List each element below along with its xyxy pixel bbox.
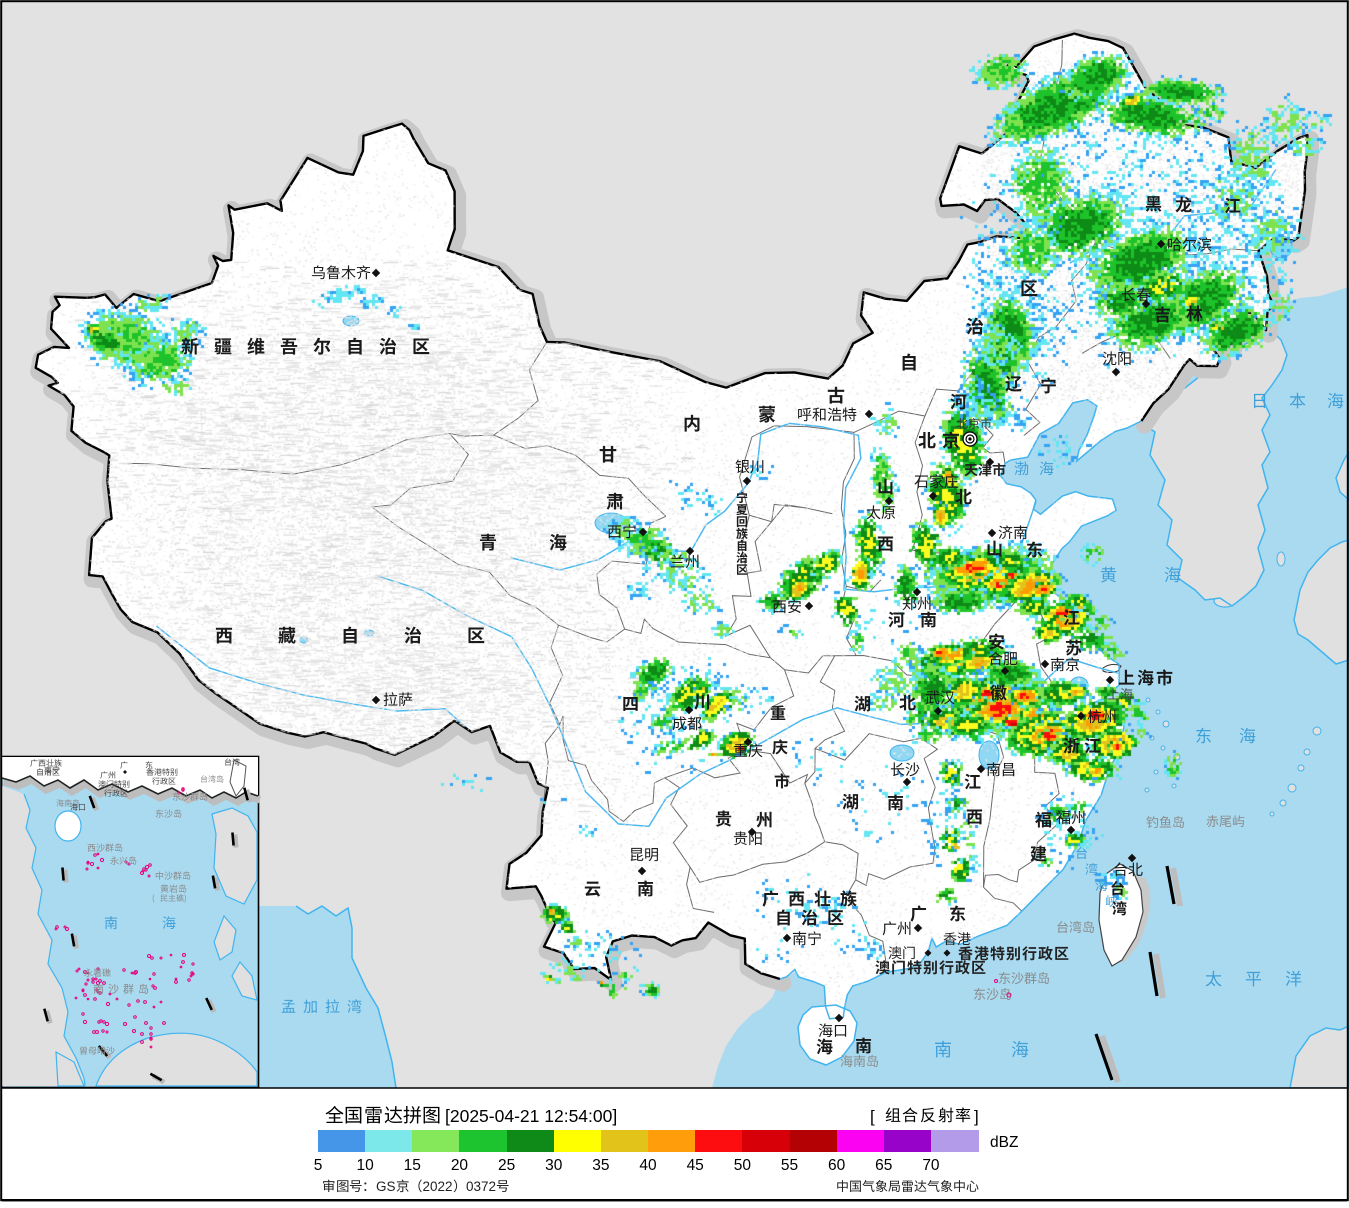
svg-text:45: 45 [687, 1157, 704, 1174]
svg-text:35: 35 [592, 1157, 609, 1174]
svg-text:5: 5 [314, 1157, 323, 1174]
svg-text:30: 30 [545, 1157, 563, 1174]
svg-text:60: 60 [828, 1157, 846, 1174]
svg-text:[: [ [870, 1107, 875, 1126]
svg-text:55: 55 [781, 1157, 798, 1174]
svg-text:10: 10 [357, 1157, 375, 1174]
svg-text:0372: 0372 [466, 1179, 496, 1194]
svg-text:65: 65 [875, 1157, 892, 1174]
svg-text:[2025-04-21 12:54:00]: [2025-04-21 12:54:00] [445, 1106, 617, 1126]
svg-text:GS: GS [376, 1179, 396, 1194]
svg-text:15: 15 [404, 1157, 421, 1174]
svg-text:40: 40 [639, 1157, 657, 1174]
svg-text:2022: 2022 [423, 1179, 453, 1194]
svg-text:50: 50 [734, 1157, 752, 1174]
svg-text:70: 70 [922, 1157, 940, 1174]
svg-text:25: 25 [498, 1157, 515, 1174]
svg-text:20: 20 [451, 1157, 469, 1174]
svg-text:]: ] [974, 1107, 979, 1126]
svg-text:dBZ: dBZ [990, 1134, 1018, 1151]
